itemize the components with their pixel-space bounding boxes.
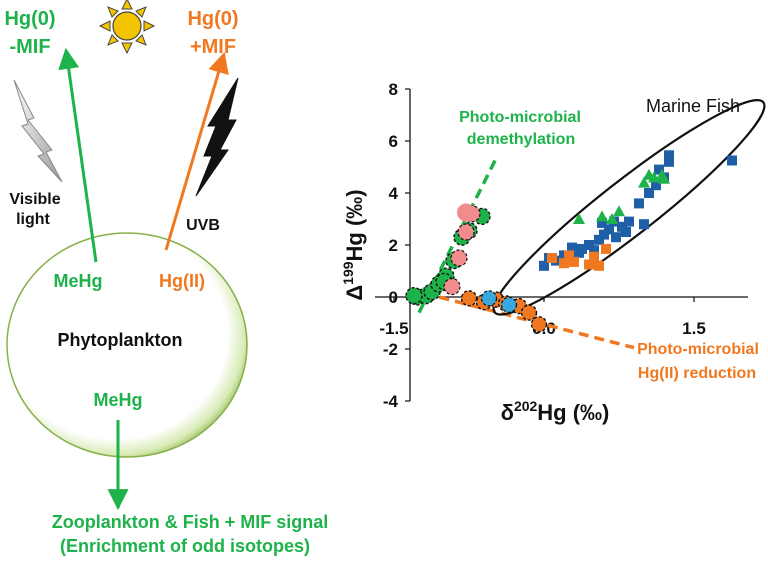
y-tick-label: 0 [389, 288, 398, 307]
marine-fish-annotation: Marine Fish [646, 96, 740, 116]
fish-point-green [658, 172, 670, 184]
fish-point-blue [539, 260, 549, 271]
reduction-trend-line [423, 291, 635, 350]
fish-point-green [573, 213, 585, 224]
fish-point-blue [664, 156, 674, 167]
sun-icon [98, 0, 156, 55]
fish-point-blue [644, 188, 654, 198]
y-tick-label: 4 [389, 184, 399, 203]
reduction-cyan-point [480, 290, 498, 307]
fish-point-green [638, 176, 650, 188]
fish-point-green [596, 210, 608, 222]
reduction-point [530, 316, 548, 333]
fish-point-orange [569, 256, 579, 267]
demethylation-annotation-line2: demethylation [467, 131, 575, 148]
x-axis-label: δ202Hg (‰) [501, 398, 610, 425]
fish-point-orange [559, 258, 569, 269]
reduction-cyan-point [500, 296, 518, 313]
demethylation-annotation-line1: Photo-microbial [459, 109, 581, 126]
demethylation-highlight-point [457, 203, 475, 222]
fish-point-blue [634, 198, 644, 209]
fish-point-blue [604, 224, 614, 235]
mehg-label-lower: MeHg [94, 390, 143, 410]
fish-point-blue [654, 164, 664, 175]
fish-point-blue [584, 240, 594, 250]
fish-point-blue [727, 155, 737, 166]
demethylation-pink-point [450, 249, 468, 267]
food-web-line2: (Enrichment of odd isotopes) [60, 536, 310, 556]
mehg-label-upper: MeHg [54, 271, 103, 291]
hg0-minus-mif-line1: Hg(0) [4, 8, 55, 30]
fish-point-blue [617, 221, 627, 232]
food-web-line1: Zooplankton & Fish + MIF signal [52, 512, 329, 532]
demethylation-pink-point [443, 278, 461, 296]
fish-point-orange [601, 243, 611, 254]
uvb-label: UVB [186, 217, 220, 234]
hgII-label: Hg(II) [159, 271, 205, 291]
fish-point-blue [611, 232, 621, 243]
fish-point-orange [584, 259, 594, 270]
hgII-to-hg0-arrow [164, 51, 229, 251]
reduction-point [460, 290, 478, 307]
fish-point-green [606, 213, 618, 224]
reduction-annotation-line2: Hg(II) reduction [638, 365, 756, 382]
x-tick-label: -1.5 [379, 319, 408, 338]
process-diagram: Hg(0) -MIF Hg(0) +MIF Visible light UVB [4, 0, 328, 556]
y-tick-label: 6 [389, 132, 398, 151]
fish-point-blue [651, 180, 661, 191]
chart-points [405, 150, 737, 333]
fish-point-blue [589, 245, 599, 256]
fish-point-blue [567, 242, 577, 253]
phytoplankton-label: Phytoplankton [58, 330, 183, 350]
fish-point-blue [594, 234, 604, 245]
fish-point-blue [639, 219, 649, 230]
hg0-plus-mif-line2: +MIF [190, 36, 236, 58]
demethylation-point [405, 287, 423, 305]
uvb-bolt-icon [195, 77, 239, 197]
fish-point-blue [624, 216, 634, 227]
hg0-minus-mif-line2: -MIF [9, 36, 50, 58]
mehg-to-hg0-arrow [58, 47, 98, 263]
fish-point-orange [594, 260, 604, 271]
y-tick-label: 2 [389, 236, 398, 255]
fish-point-blue [577, 243, 587, 254]
y-tick-label: 8 [389, 80, 398, 99]
fish-point-green [613, 205, 625, 217]
fish-point-orange [589, 251, 599, 262]
fish-point-orange [547, 253, 557, 263]
fish-point-orange [564, 250, 574, 261]
fish-point-blue [599, 229, 609, 240]
y-tick-label: -4 [383, 392, 399, 411]
visible-light-bolt-icon [13, 79, 63, 183]
phytoplankton-cell [6, 232, 248, 458]
fish-point-blue [621, 227, 631, 237]
fish-point-blue [664, 150, 674, 161]
fish-point-blue [597, 217, 607, 228]
visible-light-line2: light [16, 211, 50, 228]
reduction-point [520, 304, 538, 321]
y-tick-label: -2 [383, 340, 398, 359]
y-axis-label: Δ199Hg (‰) [340, 189, 367, 300]
visible-light-line1: Visible [9, 191, 60, 208]
hg0-plus-mif-line1: Hg(0) [187, 8, 238, 30]
x-tick-label: 1.5 [682, 319, 706, 338]
demethylation-pink-point [457, 223, 475, 241]
reduction-annotation-line1: Photo-microbial [637, 341, 759, 358]
